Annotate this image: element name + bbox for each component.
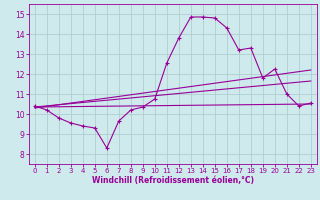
- X-axis label: Windchill (Refroidissement éolien,°C): Windchill (Refroidissement éolien,°C): [92, 176, 254, 185]
